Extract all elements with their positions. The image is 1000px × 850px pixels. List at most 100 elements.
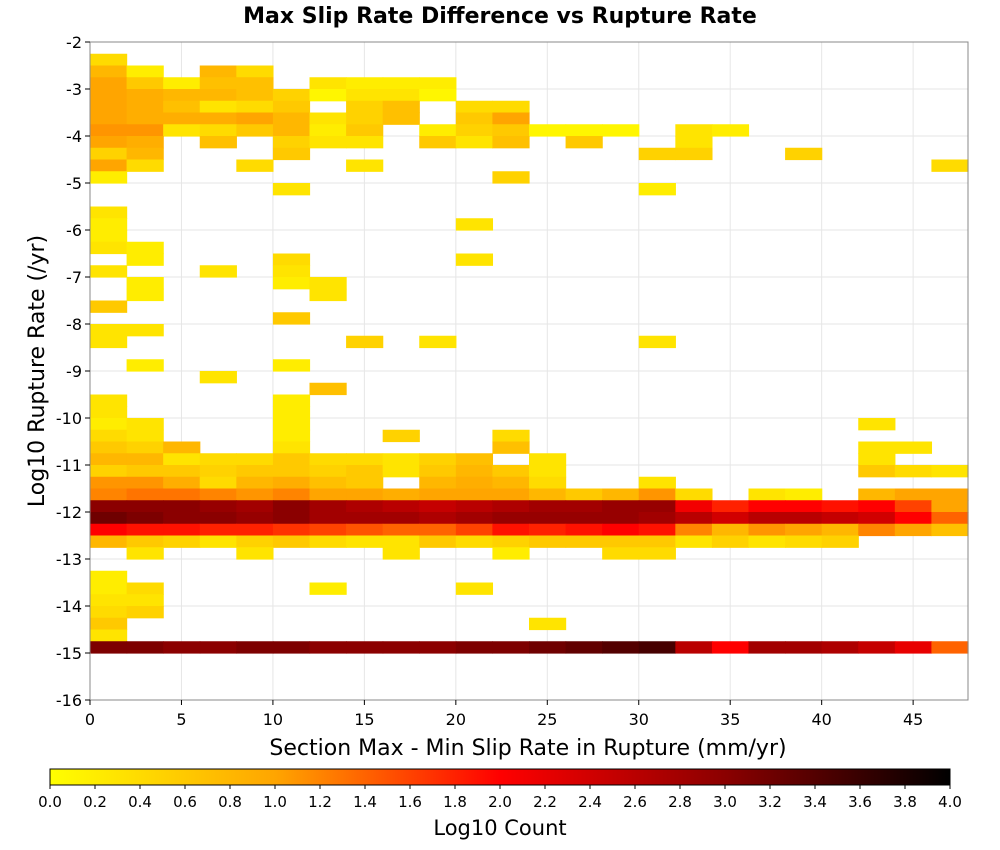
heatmap-cell	[126, 359, 164, 372]
y-tick-label: -4	[66, 127, 82, 146]
heatmap-cell	[382, 535, 420, 548]
heatmap-cell	[638, 512, 676, 525]
heatmap-cell	[529, 465, 567, 478]
heatmap-cell	[126, 253, 164, 266]
heatmap-cell	[529, 617, 567, 631]
x-tick-label: 0	[85, 710, 95, 729]
heatmap-cell	[602, 512, 640, 525]
heatmap-cell	[126, 77, 164, 90]
heatmap-cell	[602, 500, 640, 513]
x-tick-label: 5	[176, 710, 186, 729]
heatmap-cell	[675, 488, 713, 501]
heatmap-cell	[382, 100, 420, 114]
heatmap-cell	[419, 136, 457, 149]
heatmap-cell	[236, 65, 274, 78]
heatmap-cell	[272, 418, 311, 431]
heatmap-cell	[455, 100, 494, 114]
heatmap-cell	[492, 429, 530, 443]
heatmap-cell	[90, 159, 128, 172]
heatmap-cell	[126, 277, 164, 290]
heatmap-cell	[346, 476, 384, 490]
heatmap-cell	[272, 441, 311, 454]
heatmap-cell	[272, 89, 311, 102]
heatmap-cell	[455, 453, 494, 466]
heatmap-cell	[821, 500, 859, 513]
colorbar-tick-label: 3.0	[713, 793, 737, 811]
heatmap-cell	[199, 488, 237, 501]
heatmap-cell	[199, 641, 237, 654]
heatmap-cell	[455, 488, 494, 501]
heatmap-cell	[309, 277, 347, 290]
heatmap-cell	[90, 582, 128, 595]
y-tick-label: -13	[56, 550, 82, 569]
heatmap-cell	[529, 500, 567, 513]
y-tick-label: -5	[66, 174, 82, 193]
heatmap-cell	[382, 112, 420, 125]
heatmap-cell	[602, 535, 640, 548]
heatmap-cell	[199, 476, 237, 490]
heatmap-cell	[199, 124, 237, 137]
heatmap-cell	[455, 500, 494, 513]
heatmap-cell	[272, 100, 311, 114]
heatmap-cell	[126, 241, 164, 255]
heatmap-cell	[419, 535, 457, 548]
heatmap-cell	[785, 147, 823, 161]
heatmap-cell	[90, 136, 128, 149]
heatmap-cell	[199, 136, 237, 149]
colorbar-tick-label: 2.8	[668, 793, 692, 811]
heatmap-cell	[90, 476, 128, 490]
heatmap-cell	[455, 253, 494, 266]
heatmap-cell	[236, 476, 274, 490]
colorbar-tick-label: 1.6	[398, 793, 422, 811]
heatmap-cell	[602, 641, 640, 654]
heatmap-cell	[126, 488, 164, 501]
heatmap-cell	[199, 265, 237, 278]
colorbar	[49, 768, 951, 786]
heatmap-cell	[492, 641, 530, 654]
heatmap-cell	[236, 89, 274, 102]
heatmap-cell	[529, 512, 567, 525]
heatmap-cell	[163, 453, 201, 466]
heatmap-cell	[309, 453, 347, 466]
heatmap-cell	[272, 406, 311, 419]
heatmap-cell	[199, 523, 237, 537]
x-tick-label: 10	[263, 710, 283, 729]
y-tick-label: -10	[56, 409, 82, 428]
heatmap-cell	[126, 512, 164, 525]
heatmap-cell	[492, 512, 530, 525]
heatmap-cell	[163, 512, 201, 525]
colorbar-tick-label: 1.0	[263, 793, 287, 811]
heatmap-cell	[309, 500, 347, 513]
heatmap-cell	[236, 641, 274, 654]
heatmap-cell	[419, 512, 457, 525]
heatmap-cell	[126, 429, 164, 443]
heatmap-cell	[346, 488, 384, 501]
heatmap-cell	[236, 547, 274, 560]
heatmap-cell	[272, 359, 311, 372]
heatmap-cell	[455, 535, 494, 548]
heatmap-cell	[90, 89, 128, 102]
heatmap-cell	[455, 512, 494, 525]
heatmap-cell	[529, 523, 567, 537]
colorbar-tick-label: 2.0	[488, 793, 512, 811]
colorbar-tick-label: 0.6	[173, 793, 197, 811]
heatmap-cell	[785, 523, 823, 537]
heatmap-cell	[638, 488, 676, 501]
heatmap-cell	[785, 500, 823, 513]
heatmap-cell	[272, 512, 311, 525]
heatmap-cell	[163, 535, 201, 548]
heatmap-cell	[309, 124, 347, 137]
heatmap-cell	[346, 500, 384, 513]
heatmap-cell	[785, 488, 823, 501]
heatmap-cell	[419, 488, 457, 501]
heatmap-cell	[272, 641, 311, 654]
heatmap-cell	[565, 488, 603, 501]
heatmap-cell	[455, 465, 494, 478]
heatmap-cell	[858, 453, 896, 466]
heatmap-cell	[419, 641, 457, 654]
heatmap-cell	[529, 641, 567, 654]
heatmap-cell	[858, 641, 896, 654]
heatmap-cell	[90, 300, 128, 313]
